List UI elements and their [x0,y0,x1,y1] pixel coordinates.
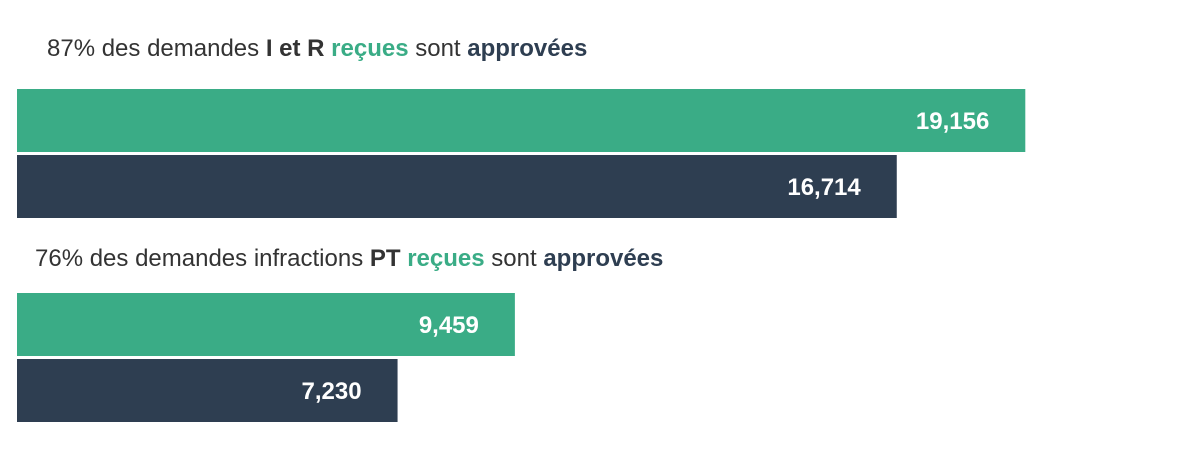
group-title: 76% des demandes infractions PT reçues s… [35,245,663,272]
title-part: 76% des demandes infractions [35,245,370,272]
bar [17,359,398,422]
bar [17,89,1026,152]
title-part [401,245,408,272]
title-part: approvées [467,35,587,62]
value-label: 16,714 [787,174,861,201]
title-part: reçues [407,245,484,272]
title-part: 87% des demandes [47,35,266,62]
title-part: I et R [266,35,325,62]
title-part: reçues [331,35,408,62]
group-title: 87% des demandes I et R reçues sont appr… [47,35,587,62]
title-part: sont [409,35,468,62]
title-part: sont [485,245,544,272]
value-label: 19,156 [916,108,989,135]
value-label: 7,230 [301,378,361,405]
bar [17,155,897,218]
bar [17,293,515,356]
title-part: PT [370,245,401,272]
title-part: approvées [543,245,663,272]
title-part [325,35,332,62]
value-label: 9,459 [419,312,479,339]
